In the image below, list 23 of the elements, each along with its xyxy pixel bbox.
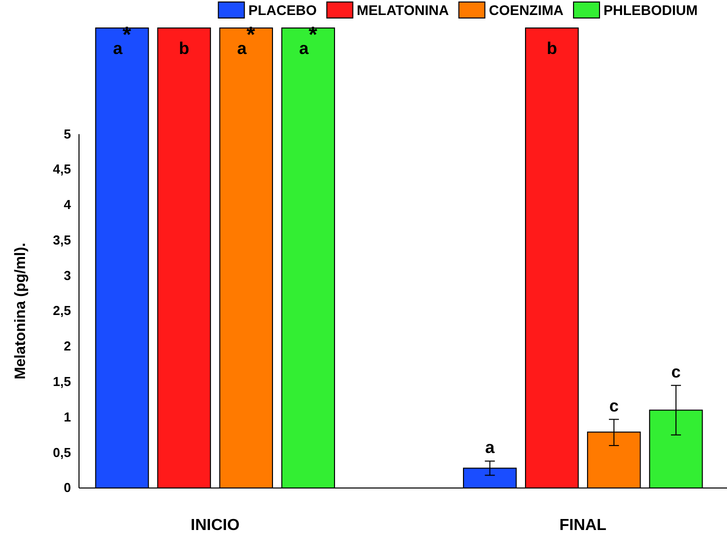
x-tick-label: FINAL: [559, 517, 607, 534]
y-tick-label: 1,5: [52, 374, 71, 390]
x-tick-label: INICIO: [190, 517, 240, 534]
data-label: c: [671, 362, 681, 382]
y-tick-label: 1: [64, 409, 71, 424]
y-tick-label: 3: [64, 268, 71, 283]
y-tick-label: 4,5: [52, 162, 71, 177]
data-label: a: [485, 438, 496, 458]
data-label: c: [609, 396, 619, 416]
y-tick-label: 0,5: [52, 444, 71, 460]
y-tick-label: 4: [64, 197, 72, 212]
y-tick-label: 5: [64, 126, 71, 142]
y-axis-title: Melatonina (pg/ml).: [12, 242, 29, 380]
y-tick-label: 3,5: [52, 232, 71, 248]
data-label: b: [546, 39, 558, 58]
legend-label: PHLEBODIUM: [604, 2, 698, 18]
legend-label: PLACEBO: [248, 2, 317, 18]
y-tick-label: 2,5: [52, 303, 71, 318]
legend-label: COENZIMA: [488, 2, 564, 18]
y-tick-label: 0: [64, 480, 71, 496]
y-tick-label: 2: [64, 338, 71, 354]
data-label: b: [178, 39, 190, 58]
legend-label: MELATONINA: [356, 2, 449, 18]
